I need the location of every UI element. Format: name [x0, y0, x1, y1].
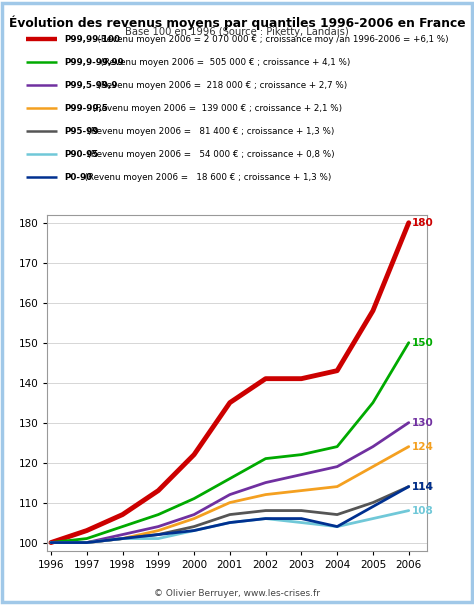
Text: P99,9-99,99: P99,9-99,99	[64, 58, 124, 67]
Text: 114: 114	[411, 482, 433, 492]
Text: P95-99: P95-99	[64, 127, 99, 136]
Text: 108: 108	[411, 506, 433, 515]
Text: 180: 180	[411, 218, 433, 227]
Text: (Revenu moyen 2006 =   54 000 € ; croissance + 0,8 %): (Revenu moyen 2006 = 54 000 € ; croissan…	[82, 150, 335, 159]
Text: (Revenu moyen 2006 =  218 000 € ; croissance + 2,7 %): (Revenu moyen 2006 = 218 000 € ; croissa…	[92, 81, 348, 90]
Text: (Revenu moyen 2006 =  139 000 € ; croissance + 2,1 %): (Revenu moyen 2006 = 139 000 € ; croissa…	[87, 104, 342, 113]
Text: P0-90: P0-90	[64, 173, 92, 181]
Text: © Olivier Berruyer, www.les-crises.fr: © Olivier Berruyer, www.les-crises.fr	[154, 589, 320, 598]
Text: (Revenu moyen 2006 =  505 000 € ; croissance + 4,1 %): (Revenu moyen 2006 = 505 000 € ; croissa…	[95, 58, 350, 67]
Text: 114: 114	[411, 482, 433, 492]
Text: 130: 130	[411, 417, 433, 428]
Text: (Revenu moyen 2006 = 2 070 000 € ; croissance moy /an 1996-2006 = +6,1 %): (Revenu moyen 2006 = 2 070 000 € ; crois…	[92, 35, 449, 44]
Text: (Revenu moyen 2006 =   81 400 € ; croissance + 1,3 %): (Revenu moyen 2006 = 81 400 € ; croissan…	[82, 127, 334, 136]
Text: P90-95: P90-95	[64, 150, 98, 159]
Text: P99,5-99,9: P99,5-99,9	[64, 81, 118, 90]
Text: P99-99,5: P99-99,5	[64, 104, 108, 113]
Text: Évolution des revenus moyens par quantiles 1996-2006 en France: Évolution des revenus moyens par quantil…	[9, 15, 465, 30]
Text: (Revenu moyen 2006 =   18 600 € ; croissance + 1,3 %): (Revenu moyen 2006 = 18 600 € ; croissan…	[80, 173, 332, 181]
Text: Base 100 en 1996 (Source : Piketty, Landais): Base 100 en 1996 (Source : Piketty, Land…	[125, 27, 349, 38]
Text: P99,99-100: P99,99-100	[64, 35, 120, 44]
Text: 150: 150	[411, 338, 433, 348]
Text: 124: 124	[411, 442, 433, 451]
